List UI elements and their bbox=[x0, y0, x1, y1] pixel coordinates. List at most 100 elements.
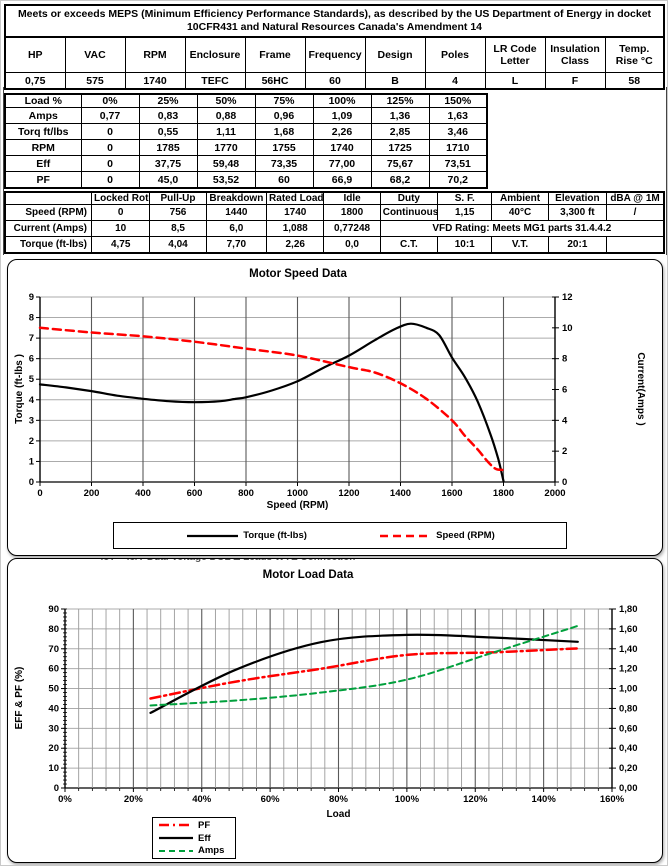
y-right-tick-label: 0,40 bbox=[619, 743, 638, 754]
data-cell: L bbox=[484, 72, 546, 90]
legend-label-torque: Torque (ft-lbs) bbox=[243, 530, 307, 541]
y-right-tick-label: 6 bbox=[562, 385, 567, 396]
y-right-tick-label: 0,20 bbox=[619, 763, 638, 774]
x-tick-label: 1000 bbox=[287, 488, 308, 499]
x-tick-label: 0% bbox=[58, 794, 72, 805]
clipped-connection-note: 48T - 48/T Dual Voltage DOL Δ Leads WYE … bbox=[98, 559, 528, 564]
data-cell: 3,46 bbox=[428, 123, 488, 140]
y-right-tick-label: 0,80 bbox=[619, 703, 638, 714]
y-right-tick-label: 8 bbox=[562, 354, 567, 365]
header-cell: Ambient bbox=[491, 191, 549, 205]
y-left-tick-label: 20 bbox=[48, 743, 59, 754]
header-cell: Pull-Up bbox=[149, 191, 207, 205]
y-right-tick-label: 1,20 bbox=[619, 664, 638, 675]
data-cell: 2,26 bbox=[312, 123, 372, 140]
y-right-tick-label: 1,80 bbox=[619, 604, 638, 615]
speed-line-sample bbox=[380, 534, 432, 537]
speed-chart-plot: 0 200 400 600 800 1000 1200 1400 1600 1800 2000012… bbox=[29, 292, 573, 499]
x-tick-label: 80% bbox=[329, 794, 349, 805]
y-left-tick-label: 4 bbox=[29, 395, 35, 406]
data-cell: F bbox=[544, 72, 606, 90]
speed-chart-x-axis-title: Speed (RPM) bbox=[266, 500, 329, 511]
y-right-tick-label: 1,40 bbox=[619, 644, 638, 655]
header-cell: 50% bbox=[196, 93, 256, 108]
data-cell: 1800 bbox=[323, 204, 381, 221]
data-cell: / bbox=[606, 204, 665, 221]
header-cell: LR Code Letter bbox=[484, 36, 546, 73]
y-right-tick-label: 0,60 bbox=[619, 723, 638, 734]
y-left-tick-label: 90 bbox=[48, 604, 59, 615]
data-cell: 1,63 bbox=[428, 107, 488, 124]
x-tick-label: 2000 bbox=[544, 488, 565, 499]
header-cell: RPM bbox=[4, 139, 82, 156]
header-cell: dBA @ 1M bbox=[606, 191, 665, 205]
y-right-tick-label: 2 bbox=[562, 446, 567, 457]
data-cell: 1,11 bbox=[196, 123, 256, 140]
x-tick-label: 140% bbox=[531, 794, 556, 805]
header-cell: 150% bbox=[428, 93, 488, 108]
header-cell: S. F. bbox=[437, 191, 493, 205]
header-cell: Load % bbox=[4, 93, 82, 108]
x-tick-label: 160% bbox=[600, 794, 625, 805]
x-tick-label: 1400 bbox=[390, 488, 411, 499]
data-cell: 58 bbox=[604, 72, 665, 90]
y-left-tick-label: 60 bbox=[48, 664, 59, 675]
x-tick-label: 0 bbox=[37, 488, 42, 499]
legend-entry-eff: Eff bbox=[157, 833, 235, 844]
data-cell: 1440 bbox=[205, 204, 268, 221]
data-cell: 4 bbox=[424, 72, 486, 90]
data-cell: 0,96 bbox=[254, 107, 314, 124]
torque-line-sample bbox=[187, 534, 239, 537]
y-left-tick-label: 40 bbox=[48, 703, 59, 714]
x-tick-label: 1600 bbox=[441, 488, 462, 499]
data-cell: 4,75 bbox=[91, 236, 151, 254]
data-cell: 1770 bbox=[196, 139, 256, 156]
x-tick-label: 120% bbox=[463, 794, 488, 805]
header-cell: Duty bbox=[379, 191, 439, 205]
motor-speed-data-panel: Motor Speed Data Torque (ft-lbs ) Curren… bbox=[7, 259, 663, 556]
header-cell: Elevation bbox=[547, 191, 608, 205]
data-cell: 0 bbox=[80, 139, 140, 156]
motor-load-data-panel: 48T - 48/T Dual Voltage DOL Δ Leads WYE … bbox=[7, 558, 663, 863]
data-cell: 0,77248 bbox=[323, 220, 381, 237]
header-cell: VAC bbox=[64, 36, 126, 73]
header-cell: PF bbox=[4, 171, 82, 189]
header-cell: Eff bbox=[4, 155, 82, 172]
series-PF bbox=[149, 647, 580, 700]
header-cell: 25% bbox=[138, 93, 198, 108]
x-tick-label: 60% bbox=[261, 794, 281, 805]
header-cell bbox=[4, 191, 93, 205]
x-tick-label: 20% bbox=[124, 794, 144, 805]
data-cell: 7,70 bbox=[205, 236, 268, 254]
data-cell: 73,35 bbox=[254, 155, 314, 172]
header-cell: 125% bbox=[370, 93, 430, 108]
x-tick-label: 800 bbox=[238, 488, 254, 499]
data-cell: 37,75 bbox=[138, 155, 198, 172]
data-cell: VFD Rating: Meets MG1 parts 31.4.4.2 bbox=[379, 220, 665, 237]
y-left-tick-label: 80 bbox=[48, 624, 59, 635]
data-cell: 56HC bbox=[244, 72, 306, 90]
header-cell: Temp. Rise °C bbox=[604, 36, 665, 73]
data-cell: 0 bbox=[80, 171, 140, 189]
data-cell: B bbox=[364, 72, 426, 90]
data-cell: 0,75 bbox=[4, 72, 66, 90]
data-cell: 77,00 bbox=[312, 155, 372, 172]
data-cell: 4,04 bbox=[149, 236, 207, 254]
legend-entry-amps: Amps bbox=[157, 845, 235, 856]
x-tick-label: 600 bbox=[187, 488, 203, 499]
x-tick-label: 1200 bbox=[338, 488, 359, 499]
legend-label-eff: Eff bbox=[198, 832, 211, 844]
y-right-tick-label: 0,00 bbox=[619, 783, 638, 794]
speed-chart-title: Motor Speed Data bbox=[249, 268, 347, 280]
data-cell: 0 bbox=[80, 155, 140, 172]
amps-line-sample bbox=[159, 849, 193, 852]
y-right-tick-label: 0 bbox=[562, 477, 567, 488]
y-right-tick-label: 12 bbox=[562, 292, 573, 303]
y-right-tick-label: 4 bbox=[562, 415, 568, 426]
y-left-tick-label: 8 bbox=[29, 313, 34, 324]
header-cell: Torq ft/lbs bbox=[4, 123, 82, 140]
y-right-tick-label: 1,60 bbox=[619, 624, 638, 635]
data-cell: 59,48 bbox=[196, 155, 256, 172]
eff-line-sample bbox=[159, 836, 193, 840]
